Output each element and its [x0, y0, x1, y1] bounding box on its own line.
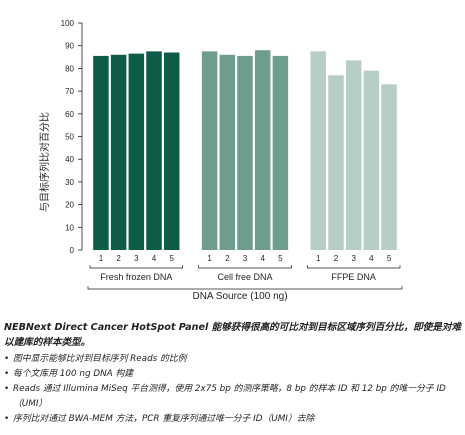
bullet-marker: • — [4, 354, 10, 364]
bullet-marker: • — [4, 369, 10, 379]
group-label: FFPE DNA — [331, 272, 376, 282]
x-tick-label: 3 — [351, 254, 356, 263]
y-tick-label: 10 — [65, 223, 74, 232]
bars — [93, 50, 397, 251]
y-tick-label: 20 — [65, 201, 74, 210]
y-tick-label: 30 — [65, 178, 74, 187]
bar — [328, 75, 344, 251]
caption-bullet: • 每个文库用 100 ng DNA 构建 — [4, 367, 462, 382]
bar — [163, 52, 180, 251]
group-bracket — [198, 265, 292, 269]
x-axis: 1 2 3 4 5 Fresh frozen DNA 1 2 3 4 5 Cell free DNA 1… — [87, 254, 403, 290]
bar — [201, 51, 218, 250]
bar — [254, 50, 271, 250]
x-tick-label: 2 — [334, 254, 339, 263]
bullet-marker: • — [4, 414, 10, 424]
x-axis-label: DNA Source (100 ng) — [192, 291, 287, 302]
bar — [128, 53, 145, 250]
caption-bullet-list: • 图中显示能够比对到目标序列 Reads 的比例 • 每个文库用 100 ng D… — [4, 352, 462, 427]
y-tick-label: 40 — [65, 155, 74, 164]
x-tick-label: 4 — [260, 254, 265, 263]
group-label: Cell free DNA — [217, 272, 272, 282]
caption-bullet: • Reads 通过 Illumina MiSeq 平台测得，使用 2x75 bp… — [4, 382, 462, 412]
x-tick-label: 2 — [116, 254, 121, 263]
group-bracket — [306, 265, 401, 269]
y-tick-label: 90 — [65, 42, 74, 51]
x-tick-label: 4 — [152, 254, 157, 263]
y-tick-label: 100 — [61, 19, 75, 28]
x-tick-label: 4 — [369, 254, 374, 263]
x-tick-label: 5 — [387, 254, 392, 263]
caption-bullet: • 序列比对通过 BWA-MEM 方法，PCR 重复序列通过唯一分子 ID（UMI… — [4, 412, 462, 427]
bullet-marker: • — [4, 384, 10, 394]
y-tick-label: 60 — [65, 110, 74, 119]
caption-bullet-text: 序列比对通过 BWA-MEM 方法，PCR 重复序列通过唯一分子 ID（UMI）… — [13, 414, 315, 424]
caption-bullet: • 图中显示能够比对到目标序列 Reads 的比例 — [4, 352, 462, 367]
x-tick-label: 3 — [243, 254, 248, 263]
x-tick-label: 3 — [134, 254, 139, 263]
caption-bullet-text: Reads 通过 Illumina MiSeq 平台测得，使用 2x75 bp … — [13, 384, 446, 409]
caption-bullet-text: 图中显示能够比对到目标序列 Reads 的比例 — [13, 354, 187, 364]
bar — [219, 54, 236, 250]
y-axis-label: 与目标序列比对百分比 — [38, 112, 51, 212]
bar — [381, 84, 397, 250]
bar — [345, 60, 362, 250]
x-tick-label: 1 — [207, 254, 212, 263]
caption-headline: NEBNext Direct Cancer HotSpot Panel 能够获得… — [4, 322, 462, 348]
bar — [363, 70, 380, 250]
x-tick-label: 2 — [225, 254, 230, 263]
figure-caption: NEBNext Direct Cancer HotSpot Panel 能够获得… — [4, 320, 462, 427]
bar — [310, 51, 327, 250]
x-tick-label: 1 — [316, 254, 321, 263]
bar — [272, 55, 289, 250]
y-tick-label: 50 — [65, 133, 74, 142]
group-bracket — [89, 265, 184, 269]
group-label: Fresh frozen DNA — [100, 272, 172, 282]
bar — [237, 55, 253, 250]
bar — [110, 54, 127, 250]
x-tick-label: 1 — [99, 254, 104, 263]
y-tick-label: 0 — [70, 246, 75, 255]
bar — [146, 51, 162, 250]
caption-bullet-text: 每个文库用 100 ng DNA 构建 — [13, 369, 134, 379]
bar-chart: 0 10 20 30 40 50 60 70 80 90 100 1 2 3 4 5 Fresh frozen… — [38, 19, 403, 302]
y-axis: 0 10 20 30 40 50 60 70 80 90 100 — [61, 19, 83, 255]
x-tick-label: 5 — [170, 254, 175, 263]
y-tick-label: 70 — [65, 87, 74, 96]
bar — [93, 55, 109, 250]
x-tick-label: 5 — [278, 254, 283, 263]
y-tick-label: 80 — [65, 64, 74, 73]
source-bracket — [87, 286, 403, 290]
